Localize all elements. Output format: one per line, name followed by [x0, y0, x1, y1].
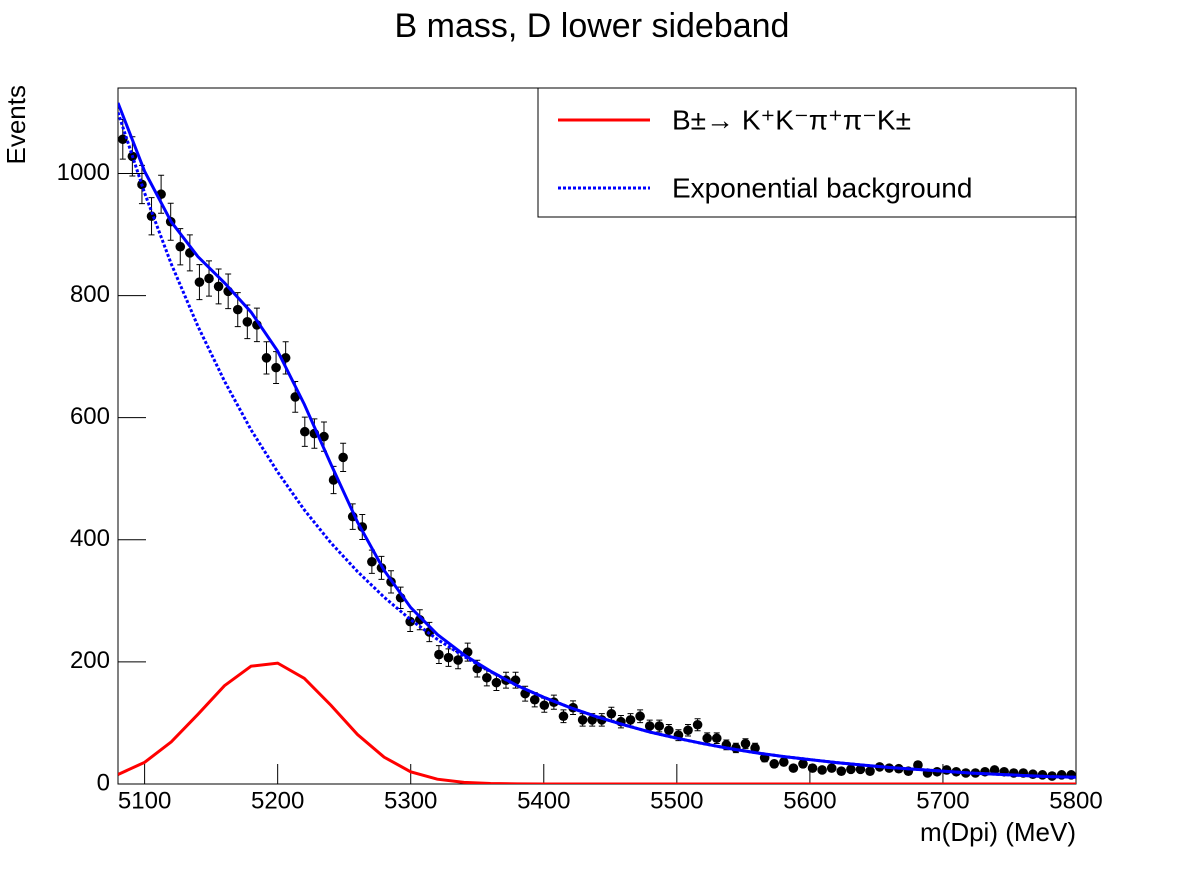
data-point	[175, 241, 186, 252]
data-point	[319, 431, 329, 442]
x-axis-label: m(Dpi) (MeV)	[920, 817, 1076, 847]
data-point	[740, 738, 751, 749]
data-point	[664, 725, 674, 736]
data-point	[769, 759, 780, 769]
data-point	[443, 652, 454, 663]
data-point	[558, 711, 569, 722]
x-tick-label: 5500	[650, 787, 703, 814]
data-point	[204, 273, 214, 284]
data-point	[692, 719, 703, 730]
data-point	[539, 700, 550, 711]
data-point	[338, 452, 348, 463]
data-point	[836, 766, 847, 776]
data-point	[913, 760, 923, 770]
data-point	[635, 711, 645, 722]
data-point	[213, 281, 224, 292]
x-tick-label: 5400	[517, 787, 570, 814]
x-tick-label: 5800	[1049, 787, 1102, 814]
data-point	[817, 765, 827, 775]
data-point	[482, 672, 492, 683]
y-tick-label: 800	[70, 281, 110, 308]
data-point	[846, 764, 856, 775]
legend-label: Exponential background	[672, 172, 972, 203]
data-point	[798, 759, 808, 769]
data-point	[1028, 769, 1038, 780]
data-point	[683, 725, 693, 736]
fit-curve	[118, 661, 1076, 784]
data-point	[117, 134, 128, 145]
data-point	[750, 743, 760, 753]
x-tick-label: 5300	[384, 787, 437, 814]
data-point	[654, 721, 665, 731]
data-point	[290, 392, 301, 402]
plot-area	[117, 102, 1077, 784]
y-tick-label: 400	[70, 525, 110, 552]
x-tick-label: 5200	[251, 787, 304, 814]
data-point	[779, 757, 789, 767]
x-tick-label: 5700	[916, 787, 969, 814]
data-point	[711, 733, 722, 744]
y-tick-label: 600	[70, 403, 110, 430]
data-point	[826, 763, 837, 773]
data-point	[271, 362, 281, 373]
data-point	[606, 708, 617, 719]
data-point	[491, 677, 502, 688]
data-point	[242, 317, 253, 327]
data-point	[855, 764, 866, 775]
data-point	[367, 556, 377, 567]
data-point	[194, 277, 205, 287]
y-tick-label: 0	[97, 769, 110, 796]
data-point	[644, 721, 655, 731]
y-tick-label: 1000	[57, 159, 110, 186]
data-point	[989, 765, 1000, 775]
legend-box	[537, 87, 1077, 218]
x-tick-label: 5600	[783, 787, 836, 814]
data-point	[300, 426, 310, 437]
x-tick-label: 5100	[118, 787, 171, 814]
chart-title: B mass, D lower sideband	[395, 7, 790, 45]
data-point	[865, 766, 875, 776]
y-axis-label: Events	[1, 85, 31, 165]
data-point	[453, 655, 463, 665]
data-point	[529, 694, 540, 705]
y-tick-label: 200	[70, 647, 110, 674]
data-point	[702, 733, 712, 744]
data-point	[807, 763, 818, 773]
data-point	[625, 715, 636, 725]
fit-curve	[118, 102, 1076, 779]
data-point	[577, 715, 588, 725]
legend-label: B±→ K⁺K⁻π⁺π⁻K±	[672, 104, 911, 135]
data-point	[434, 649, 444, 660]
data-point	[232, 304, 243, 315]
data-point	[788, 763, 799, 773]
data-point	[261, 353, 272, 363]
